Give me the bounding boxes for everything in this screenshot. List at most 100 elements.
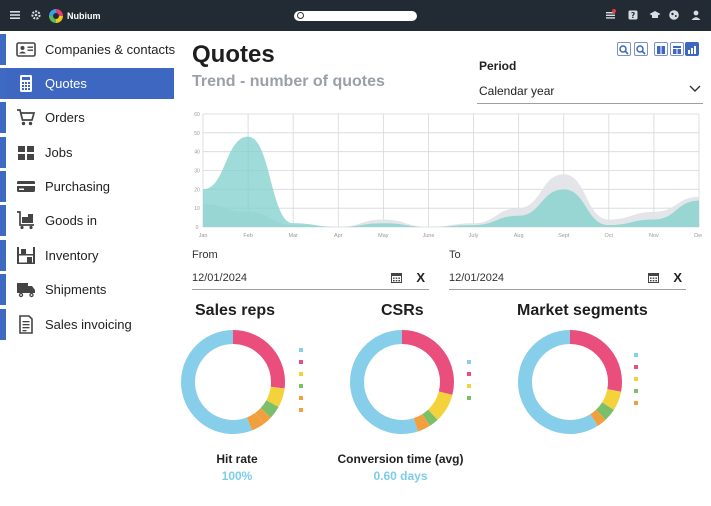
legend-swatch <box>634 401 638 405</box>
donut-slice <box>246 412 264 431</box>
x-tick-label: July <box>469 233 479 239</box>
to-label: To <box>449 249 461 261</box>
donut-slice <box>595 402 614 420</box>
legend-swatch <box>634 377 638 381</box>
donut-ring <box>350 330 454 434</box>
chart-view-button[interactable] <box>685 42 699 56</box>
sidebar-item-purchasing[interactable]: Purchasing <box>0 171 174 202</box>
series-area <box>203 136 699 227</box>
sales-reps-title: Sales reps <box>195 302 276 319</box>
legend-swatch <box>467 396 471 400</box>
brand[interactable]: Nubium <box>49 8 101 24</box>
settings-icon[interactable] <box>29 9 43 23</box>
y-tick-label: 50 <box>194 131 200 137</box>
donut-slice <box>181 330 253 434</box>
hit-rate-label: Hit rate <box>216 452 258 466</box>
invoice-icon <box>19 315 33 334</box>
sidebar-item-label: Companies & contacts <box>45 42 176 57</box>
y-tick-label: 30 <box>194 169 200 175</box>
legend-swatch <box>634 353 638 357</box>
x-tick-label: May <box>378 233 389 239</box>
donut-slice <box>232 330 285 389</box>
y-tick-label: 40 <box>194 150 200 156</box>
clear-to-button[interactable]: X <box>673 270 682 285</box>
sidebar-item-label: Quotes <box>45 76 87 91</box>
menu-icon[interactable] <box>8 9 22 23</box>
legend-swatch <box>467 372 471 376</box>
donut-slice <box>266 386 285 408</box>
sidebar-item-orders[interactable]: Orders <box>0 102 174 133</box>
conversion-time-value: 0.60 days <box>373 469 428 483</box>
sidebar-item-label: Shipments <box>45 282 107 297</box>
donut-slice <box>260 400 279 418</box>
csrs-title: CSRs <box>381 302 424 319</box>
x-tick-label: Jan <box>199 233 208 239</box>
sidebar-item-shipments[interactable]: Shipments <box>0 274 174 305</box>
legend-swatch <box>299 348 303 352</box>
from-date-value: 12/01/2024 <box>192 272 248 284</box>
legend-swatch <box>634 389 638 393</box>
sidebar-item-quotes[interactable]: Quotes <box>0 68 174 99</box>
help-icon[interactable]: ? <box>626 9 640 23</box>
table-view-button[interactable] <box>670 42 684 56</box>
legend-swatch <box>467 360 471 364</box>
chevron-down-icon <box>689 85 701 92</box>
notifications-icon[interactable] <box>604 9 618 23</box>
sidebar-item-companies-contacts[interactable]: Companies & contacts <box>0 34 176 65</box>
period-select[interactable]: Calendar year <box>477 78 703 104</box>
sidebar-item-label: Jobs <box>45 145 73 160</box>
zoom-out-icon <box>636 45 646 55</box>
legend-swatch <box>299 384 303 388</box>
conversion-time-label: Conversion time (avg) <box>337 452 464 466</box>
legend-swatch <box>634 365 638 369</box>
donut-ring <box>518 329 622 434</box>
csrs-donut <box>350 330 454 434</box>
nubium-logo-icon <box>49 9 63 23</box>
sidebar: Companies & contacts Quotes Orders Jobs … <box>0 31 176 506</box>
svg-text:?: ? <box>631 11 635 20</box>
y-tick-label: 0 <box>196 225 199 231</box>
legend-swatch <box>467 384 471 388</box>
x-tick-label: June <box>422 233 434 239</box>
y-tick-label: 20 <box>194 187 200 193</box>
legend-swatch <box>299 396 303 400</box>
training-icon[interactable] <box>648 9 662 23</box>
x-tick-label: Aug <box>514 233 524 239</box>
grid-view-button[interactable] <box>654 42 668 56</box>
sidebar-item-sales-invoicing[interactable]: Sales invoicing <box>0 309 174 340</box>
donut-slice <box>518 329 598 434</box>
notification-badge <box>612 9 616 13</box>
period-label: Period <box>479 59 517 73</box>
purchasing-icon <box>17 181 35 192</box>
zoom-in-button[interactable] <box>617 42 631 56</box>
sidebar-item-jobs[interactable]: Jobs <box>0 137 174 168</box>
community-icon[interactable] <box>667 9 681 23</box>
x-tick-label: Dec <box>694 233 702 239</box>
legend-swatch <box>299 360 303 364</box>
sidebar-item-label: Sales invoicing <box>45 317 132 332</box>
donut-slice <box>422 409 438 426</box>
donut-slice <box>350 330 419 434</box>
main-content: Quotes Trend - number of quotes Period C… <box>174 31 711 506</box>
donut-slice <box>401 330 454 395</box>
market-segments-donut <box>518 329 622 434</box>
calendar-icon[interactable] <box>648 272 659 283</box>
to-date-field[interactable]: 12/01/2024 X <box>449 268 686 290</box>
calendar-icon[interactable] <box>391 272 402 283</box>
x-tick-label: Feb <box>243 233 252 239</box>
user-icon[interactable] <box>689 9 703 23</box>
zoom-out-button[interactable] <box>634 42 648 56</box>
donut-ring <box>181 330 285 434</box>
sidebar-item-label: Inventory <box>45 248 99 263</box>
sidebar-item-goods-in[interactable]: Goods in <box>0 205 174 236</box>
y-tick-label: 10 <box>194 206 200 212</box>
x-tick-label: Nov <box>649 233 659 239</box>
clear-from-button[interactable]: X <box>416 270 425 285</box>
search-input[interactable] <box>294 11 417 21</box>
jobs-icon <box>18 146 34 160</box>
contact-card-icon <box>16 42 36 57</box>
trend-chart: 0 10 20 30 40 50 60 Jan Feb Mar Apr May June July Aug S… <box>194 112 702 239</box>
sidebar-item-inventory[interactable]: Inventory <box>0 240 174 271</box>
from-date-field[interactable]: 12/01/2024 X <box>192 268 429 290</box>
sidebar-item-label: Purchasing <box>45 179 111 194</box>
